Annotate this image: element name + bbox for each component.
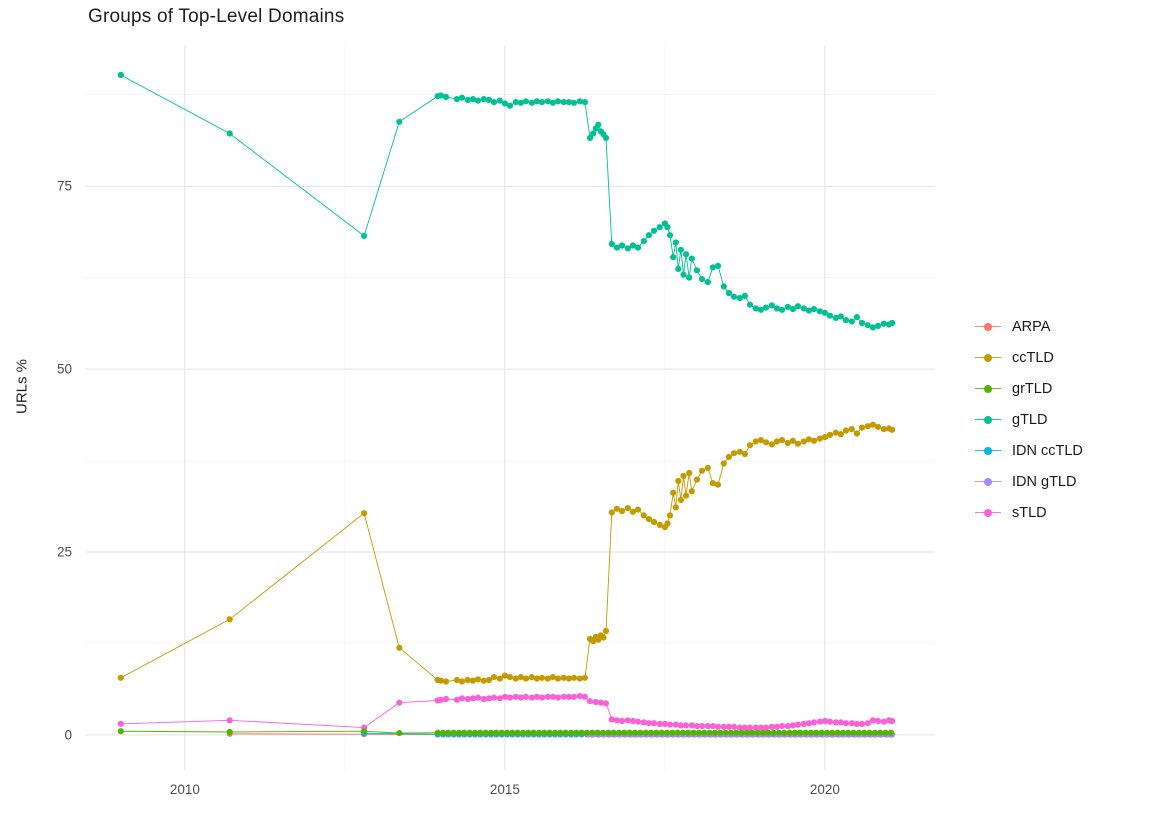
legend-label: ARPA	[1012, 318, 1051, 335]
legend-label: IDN gTLD	[1012, 473, 1077, 490]
svg-text:2020: 2020	[810, 782, 840, 797]
axis-labels: 2010 2015 2020 0 25 50 75	[57, 179, 840, 797]
legend-key-dot-icon	[975, 411, 1001, 428]
chart-title: Groups of Top-Level Domains	[88, 6, 345, 27]
legend-item-gtld: gTLD	[975, 409, 1083, 430]
legend: ARPA ccTLD grTLD gTLD IDN ccTLD IDN gTLD…	[975, 316, 1083, 523]
svg-text:75: 75	[57, 179, 72, 194]
legend-key-dot-icon	[975, 442, 1001, 459]
legend-key-dot-icon	[975, 380, 1001, 397]
legend-key-dot-icon	[975, 504, 1001, 521]
legend-key-dot-icon	[975, 349, 1001, 366]
legend-key-dot-icon	[975, 318, 1001, 335]
legend-label: ccTLD	[1012, 349, 1054, 366]
svg-text:2015: 2015	[490, 782, 520, 797]
legend-item-cctld: ccTLD	[975, 347, 1083, 368]
legend-item-idn-gtld: IDN gTLD	[975, 471, 1083, 492]
svg-text:2010: 2010	[170, 782, 200, 797]
svg-text:0: 0	[64, 727, 72, 742]
legend-label: IDN ccTLD	[1012, 442, 1083, 459]
legend-item-idn-cctld: IDN ccTLD	[975, 440, 1083, 461]
series-cctld	[117, 421, 896, 685]
legend-label: sTLD	[1012, 504, 1047, 521]
y-axis-title: URLs %	[13, 359, 31, 415]
svg-text:25: 25	[57, 544, 72, 559]
series-stld	[117, 693, 896, 731]
legend-key-dot-icon	[975, 473, 1001, 490]
series-grtld	[117, 728, 895, 737]
legend-item-arpa: ARPA	[975, 316, 1083, 337]
legend-label: grTLD	[1012, 380, 1053, 397]
legend-item-grtld: grTLD	[975, 378, 1083, 399]
legend-label: gTLD	[1012, 411, 1048, 428]
gridlines	[85, 45, 935, 770]
series-gtld	[117, 71, 896, 331]
legend-item-stld: sTLD	[975, 502, 1083, 523]
svg-text:50: 50	[57, 362, 72, 377]
